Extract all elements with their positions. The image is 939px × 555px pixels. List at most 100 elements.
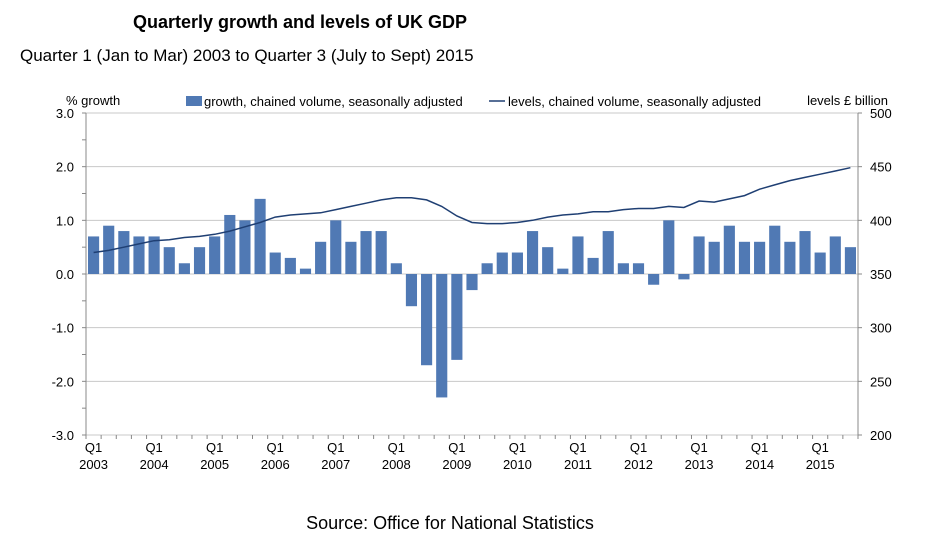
x-tick-year: 2015 xyxy=(806,457,835,472)
right-tick-label: 400 xyxy=(870,213,892,228)
x-tick-quarter: Q1 xyxy=(145,440,162,455)
left-tick-label: -3.0 xyxy=(52,428,74,443)
x-tick-quarter: Q1 xyxy=(206,440,223,455)
left-tick-label: -2.0 xyxy=(52,374,74,389)
x-tick-year: 2007 xyxy=(321,457,350,472)
right-tick-label: 300 xyxy=(870,321,892,336)
growth-bar xyxy=(542,247,554,274)
growth-bar xyxy=(829,236,841,274)
x-tick-year: 2004 xyxy=(140,457,169,472)
x-tick-quarter: Q1 xyxy=(811,440,828,455)
x-tick-year: 2009 xyxy=(442,457,471,472)
growth-bar xyxy=(738,241,751,274)
left-tick-label: 3.0 xyxy=(56,106,74,121)
growth-bar xyxy=(224,214,236,274)
growth-bar xyxy=(118,231,130,274)
growth-bar xyxy=(193,247,206,274)
growth-bar xyxy=(163,247,175,274)
growth-bar xyxy=(88,236,100,274)
growth-bar xyxy=(526,231,539,274)
levels-line xyxy=(93,166,851,254)
growth-bar xyxy=(572,236,584,274)
growth-bar xyxy=(648,274,660,285)
right-tick-label: 450 xyxy=(870,160,892,175)
growth-bar xyxy=(390,263,402,274)
legend-line-label: levels, chained volume, seasonally adjus… xyxy=(508,94,761,109)
right-tick-label: 350 xyxy=(870,267,892,282)
growth-bar xyxy=(678,274,690,280)
growth-bar xyxy=(421,274,433,366)
growth-bar xyxy=(360,231,372,274)
x-tick-quarter: Q1 xyxy=(267,440,284,455)
x-tick-quarter: Q1 xyxy=(388,440,405,455)
legend-bar-swatch xyxy=(186,96,202,106)
growth-bar xyxy=(708,241,720,274)
growth-bar xyxy=(693,236,705,274)
x-tick-year: 2012 xyxy=(624,457,653,472)
left-tick-label: 1.0 xyxy=(56,213,74,228)
growth-bar xyxy=(436,274,448,398)
growth-bar xyxy=(269,252,281,274)
growth-bar xyxy=(617,263,629,274)
x-tick-year: 2013 xyxy=(685,457,714,472)
chart-source: Source: Office for National Statistics xyxy=(306,513,594,533)
right-tick-label: 250 xyxy=(870,374,892,389)
growth-bar xyxy=(769,225,781,274)
left-tick-label: 2.0 xyxy=(56,160,74,175)
x-tick-quarter: Q1 xyxy=(85,440,102,455)
growth-bar xyxy=(451,274,463,360)
growth-bar xyxy=(632,263,645,274)
growth-bar xyxy=(754,241,766,274)
growth-bar xyxy=(375,231,387,274)
growth-bar xyxy=(799,231,811,274)
x-tick-year: 2011 xyxy=(564,457,592,472)
growth-bar xyxy=(481,263,493,274)
x-tick-quarter: Q1 xyxy=(630,440,647,455)
growth-bar xyxy=(511,252,523,274)
x-tick-quarter: Q1 xyxy=(509,440,526,455)
growth-bar xyxy=(466,274,478,291)
right-tick-label: 200 xyxy=(870,428,892,443)
x-tick-year: 2005 xyxy=(200,457,229,472)
growth-bar xyxy=(405,274,418,307)
growth-bar xyxy=(844,247,856,274)
left-tick-label: 0.0 xyxy=(56,267,74,282)
growth-bar xyxy=(299,268,312,274)
x-tick-quarter: Q1 xyxy=(327,440,344,455)
x-tick-quarter: Q1 xyxy=(690,440,707,455)
growth-bar xyxy=(602,231,614,274)
x-tick-year: 2010 xyxy=(503,457,532,472)
legend-bar-label: growth, chained volume, seasonally adjus… xyxy=(204,94,463,109)
growth-bar xyxy=(133,236,145,274)
right-axis-label: levels £ billion xyxy=(807,93,888,108)
growth-bar xyxy=(254,198,266,274)
growth-bar xyxy=(723,225,735,274)
growth-bar xyxy=(239,220,251,274)
chart-subtitle: Quarter 1 (Jan to Mar) 2003 to Quarter 3… xyxy=(20,46,474,65)
growth-bar xyxy=(496,252,508,274)
growth-bar xyxy=(209,236,221,274)
x-tick-year: 2008 xyxy=(382,457,411,472)
growth-bar xyxy=(345,241,357,274)
growth-bar xyxy=(284,257,296,274)
right-tick-label: 500 xyxy=(870,106,892,121)
growth-bar xyxy=(587,257,599,274)
growth-bar xyxy=(784,241,796,274)
left-tick-label: -1.0 xyxy=(52,321,74,336)
growth-bar xyxy=(330,220,342,274)
growth-bar xyxy=(178,263,190,274)
x-tick-quarter: Q1 xyxy=(448,440,465,455)
growth-bar xyxy=(315,241,327,274)
growth-bar xyxy=(663,220,675,274)
x-tick-quarter: Q1 xyxy=(751,440,768,455)
chart-title: Quarterly growth and levels of UK GDP xyxy=(132,12,468,32)
growth-bar xyxy=(814,252,826,274)
growth-bar xyxy=(148,236,160,274)
x-tick-year: 2006 xyxy=(261,457,290,472)
left-axis-label: % growth xyxy=(66,93,120,108)
x-tick-year: 2014 xyxy=(745,457,774,472)
x-tick-year: 2003 xyxy=(79,457,108,472)
x-tick-quarter: Q1 xyxy=(569,440,586,455)
growth-bar xyxy=(557,268,569,274)
